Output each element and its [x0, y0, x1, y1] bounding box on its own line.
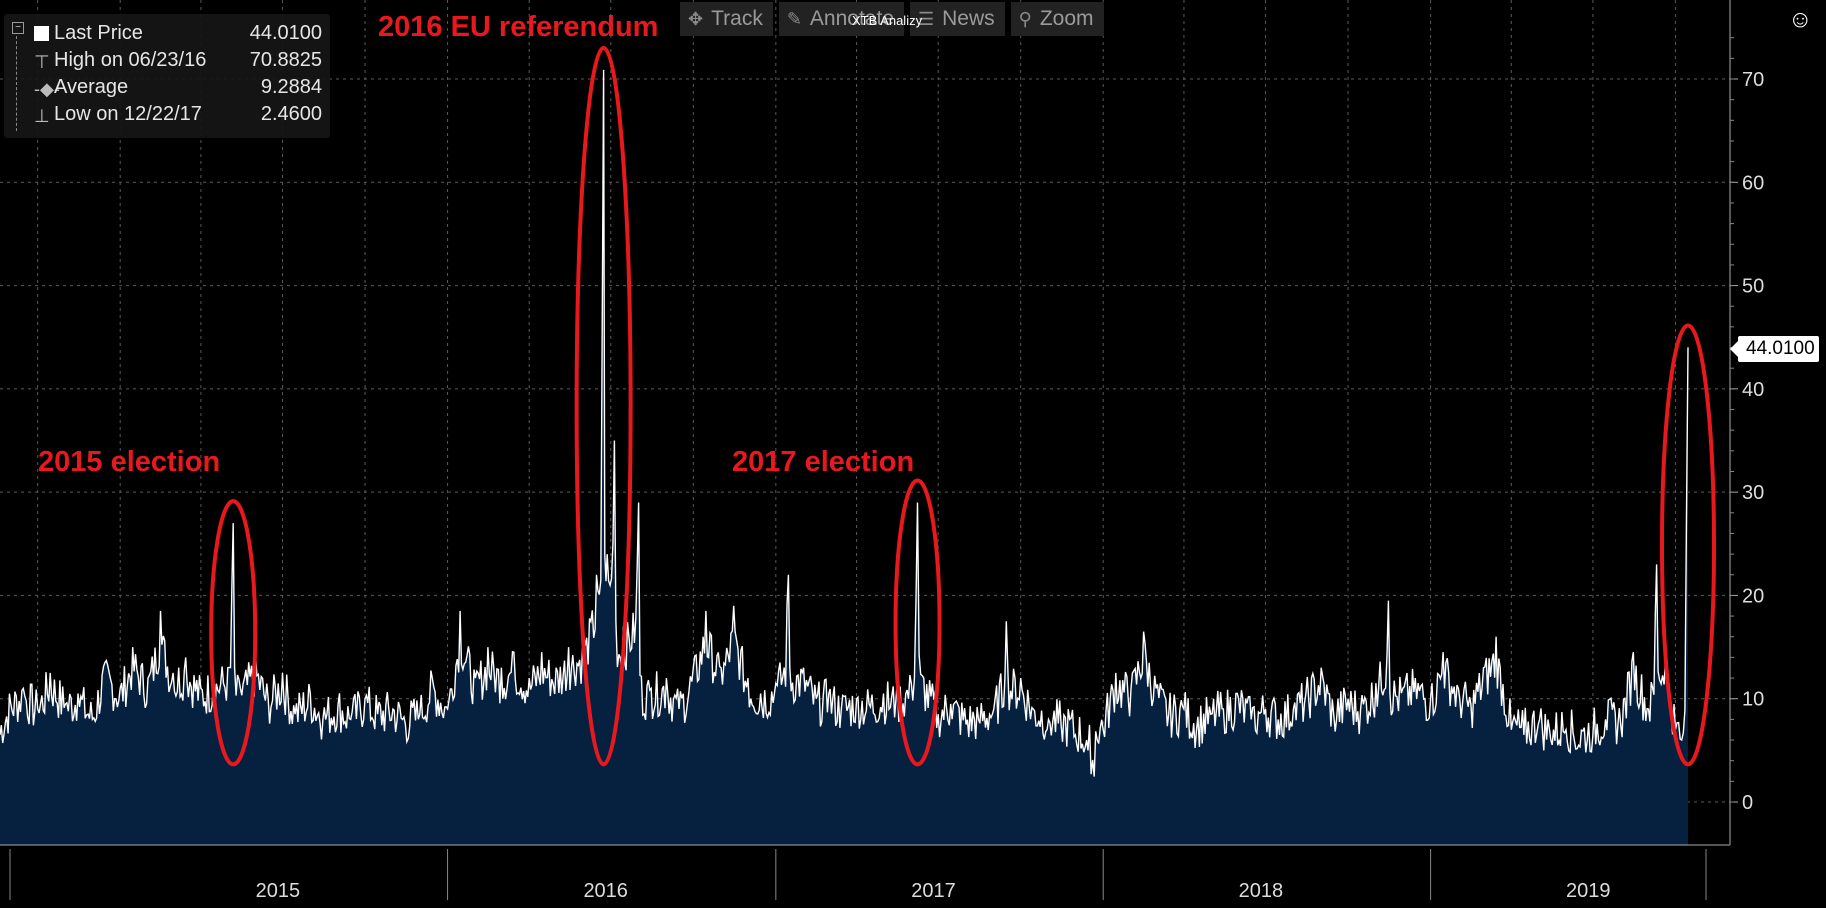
annotate-label: Annotate: [809, 7, 894, 30]
annotation-2015-election: 2015 election: [38, 446, 221, 478]
last-price-swatch-icon: [34, 26, 49, 41]
y-tick-label: 0: [1742, 792, 1753, 814]
legend-last-label: Last Price: [54, 22, 143, 44]
crosshair-icon: ✥: [688, 8, 704, 29]
highlight-ellipse: [574, 45, 633, 767]
chart-area: [0, 69, 1689, 845]
news-icon: ☰: [918, 8, 935, 29]
annotation-2017-election: 2017 election: [732, 446, 915, 478]
legend-high-value: 70.8825: [249, 49, 322, 71]
annotation-2016-referendum: 2016 EU referendum: [378, 11, 659, 43]
legend-row-low: ⊥ Low on 12/22/17 2.4600: [4, 103, 330, 129]
legend-average-label: Average: [54, 76, 129, 98]
x-tick-label: 2018: [1239, 880, 1284, 902]
highlight-ellipse: [893, 478, 942, 767]
y-tick-label: 20: [1742, 585, 1764, 607]
annotate-button[interactable]: ✎ Annotate: [778, 2, 904, 36]
x-tick-label: 2015: [256, 880, 301, 902]
legend-row-average: -◆- Average 9.2884: [4, 76, 330, 102]
legend-row-last: Last Price 44.0100: [4, 22, 330, 48]
x-tick-label: 2019: [1566, 880, 1611, 902]
legend-average-value: 9.2884: [260, 76, 322, 98]
watermark: XTB Analizy: [852, 13, 923, 28]
magnifier-icon: ⚲: [1018, 8, 1032, 29]
y-tick-label: 40: [1742, 379, 1764, 401]
y-tick-label: 60: [1742, 172, 1764, 194]
chart-toolbar: ✥ Track ✎ Annotate ☰ News ⚲ Zoom: [680, 2, 1110, 36]
low-marker-icon: ⊥: [34, 106, 50, 126]
news-button[interactable]: ☰ News: [910, 2, 1005, 36]
last-price-label: 44.0100: [1730, 336, 1819, 362]
legend-row-high: ⊤ High on 06/23/16 70.8825: [4, 49, 330, 75]
series-line: [0, 69, 1689, 777]
chart-legend: − Last Price 44.0100 ⊤ High on 06/23/16 …: [4, 14, 330, 138]
legend-collapse-icon[interactable]: −: [12, 22, 24, 34]
highlight-ellipse: [1660, 323, 1716, 767]
legend-last-value: 44.0100: [249, 22, 322, 44]
highlight-ellipse: [209, 499, 258, 767]
legend-high-label: High on 06/23/16: [54, 49, 207, 71]
chart-grid: [0, 0, 1730, 845]
y-tick-label: 70: [1742, 69, 1764, 91]
legend-tree-line: [16, 36, 27, 131]
x-tick-label: 2017: [911, 880, 956, 902]
chart-axes: 0 10 20 30 40 50 60 70 2015 2016 2017 2018 2019: [0, 0, 1764, 902]
y-tick-label: 30: [1742, 482, 1764, 504]
feedback-smiley-icon[interactable]: ☺: [1788, 6, 1813, 33]
news-label: News: [942, 7, 995, 30]
track-label: Track: [711, 7, 763, 30]
y-tick-label: 50: [1742, 276, 1764, 298]
average-marker-icon: -◆-: [34, 79, 60, 99]
legend-low-value: 2.4600: [260, 103, 322, 125]
pencil-icon: ✎: [786, 8, 802, 29]
series-area-fill: [0, 69, 1688, 845]
highlight-ellipses: [209, 45, 1716, 767]
y-tick-label: 10: [1742, 689, 1764, 711]
legend-low-label: Low on 12/22/17: [54, 103, 202, 125]
track-button[interactable]: ✥ Track: [680, 2, 773, 36]
zoom-label: Zoom: [1039, 7, 1094, 30]
x-tick-label: 2016: [583, 880, 628, 902]
high-marker-icon: ⊤: [34, 52, 50, 72]
zoom-button[interactable]: ⚲ Zoom: [1010, 2, 1104, 36]
